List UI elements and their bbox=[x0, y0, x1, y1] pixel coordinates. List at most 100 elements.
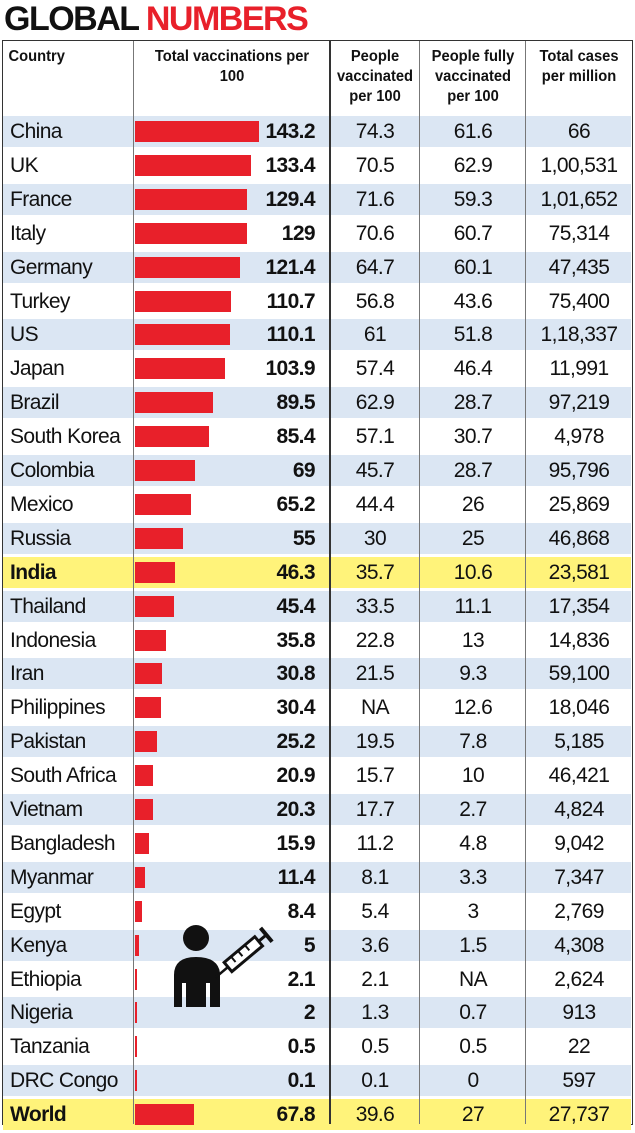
fully-vaccinated-value: 0.7 bbox=[459, 1001, 487, 1025]
country-name: Tanzania bbox=[10, 1035, 90, 1059]
total-vaccinations-value: 129 bbox=[281, 221, 316, 245]
people-vaccinated-value: 2.1 bbox=[361, 967, 389, 991]
table-row: South Africa 20.9 15.7 10 46,421 bbox=[3, 760, 631, 791]
country-name: Indonesia bbox=[10, 628, 96, 652]
fully-vaccinated-value: 59.3 bbox=[453, 187, 493, 211]
people-vaccinated-value: NA bbox=[361, 696, 390, 720]
total-vaccinations-bar bbox=[135, 324, 231, 346]
people-vaccinated-value: 1.3 bbox=[361, 1001, 389, 1025]
people-vaccinated-value: 17.7 bbox=[355, 798, 395, 821]
table-row: World 67.8 39.6 27 27,737 bbox=[3, 1099, 631, 1131]
country-name: Ethiopia bbox=[10, 967, 82, 991]
country-name: Philippines bbox=[10, 696, 106, 720]
total-vaccinations-bar bbox=[135, 121, 259, 142]
total-cases-value: 22 bbox=[567, 1035, 591, 1059]
total-cases-value: 597 bbox=[562, 1069, 596, 1093]
total-vaccinations-bar bbox=[135, 460, 195, 481]
total-vaccinations-bar bbox=[135, 392, 213, 414]
total-cases-value: 66 bbox=[567, 120, 591, 143]
people-vaccinated-value: 0.5 bbox=[361, 1035, 389, 1059]
table-row: Italy 129 70.6 60.7 75,314 bbox=[3, 218, 631, 249]
table-row: Colombia 69 45.7 28.7 95,796 bbox=[3, 455, 631, 486]
total-vaccinations-bar bbox=[135, 426, 209, 448]
fully-vaccinated-value: 10 bbox=[461, 764, 485, 788]
people-vaccinated-value: 19.5 bbox=[355, 730, 395, 754]
table-row: Vietnam 20.3 17.7 2.7 4,824 bbox=[3, 794, 631, 825]
total-cases-value: 14,836 bbox=[548, 628, 610, 652]
people-vaccinated-value: 33.5 bbox=[355, 594, 395, 618]
country-name: Russia bbox=[10, 526, 71, 550]
people-vaccinated-value: 0.1 bbox=[361, 1069, 389, 1093]
table-row: UK 133.4 70.5 62.9 1,00,531 bbox=[3, 150, 631, 181]
total-vaccinations-value: 35.8 bbox=[276, 628, 316, 652]
total-vaccinations-bar bbox=[135, 663, 162, 685]
people-vaccinated-value: 57.4 bbox=[355, 357, 395, 381]
column-divider bbox=[525, 41, 526, 1124]
header-country: Country bbox=[8, 48, 65, 65]
total-vaccinations-bar bbox=[135, 629, 166, 651]
total-cases-value: 2,624 bbox=[554, 967, 604, 991]
total-vaccinations-bar bbox=[135, 1104, 194, 1126]
fully-vaccinated-value: 30.7 bbox=[453, 425, 493, 449]
total-cases-value: 25,869 bbox=[548, 492, 610, 516]
fully-vaccinated-value: 27 bbox=[461, 1103, 485, 1127]
header-total-cases: Total cases per million bbox=[539, 48, 619, 85]
table-row: South Korea 85.4 57.1 30.7 4,978 bbox=[3, 421, 631, 452]
total-vaccinations-value: 30.4 bbox=[276, 696, 316, 720]
total-vaccinations-value: 20.9 bbox=[276, 764, 316, 788]
fully-vaccinated-value: 26 bbox=[461, 492, 485, 516]
country-name: UK bbox=[10, 153, 39, 177]
total-cases-value: 4,824 bbox=[554, 798, 604, 821]
total-cases-value: 27,737 bbox=[548, 1103, 610, 1127]
total-vaccinations-bar bbox=[135, 731, 157, 753]
country-name: Kenya bbox=[10, 933, 67, 957]
table-row: Turkey 110.7 56.8 43.6 75,400 bbox=[3, 286, 631, 317]
people-vaccinated-value: 39.6 bbox=[355, 1103, 395, 1127]
total-vaccinations-value: 55 bbox=[292, 526, 316, 550]
people-vaccinated-value: 44.4 bbox=[355, 492, 395, 516]
header-total-vaccinations: Total vaccinations per 100 bbox=[154, 48, 310, 85]
country-name: Colombia bbox=[10, 459, 95, 482]
people-vaccinated-value: 64.7 bbox=[355, 255, 395, 279]
total-vaccinations-value: 5 bbox=[303, 933, 316, 957]
fully-vaccinated-value: 46.4 bbox=[453, 357, 493, 381]
country-name: Nigeria bbox=[10, 1001, 73, 1025]
table-row: Mexico 65.2 44.4 26 25,869 bbox=[3, 489, 631, 520]
fully-vaccinated-value: 1.5 bbox=[459, 933, 487, 957]
table-row: Germany 121.4 64.7 60.1 47,435 bbox=[3, 251, 631, 283]
total-vaccinations-value: 69 bbox=[292, 459, 316, 482]
total-vaccinations-bar bbox=[135, 1070, 137, 1092]
total-cases-value: 75,314 bbox=[548, 221, 610, 245]
country-name: India bbox=[10, 560, 57, 584]
total-vaccinations-value: 65.2 bbox=[276, 492, 316, 516]
total-cases-value: 7,347 bbox=[554, 865, 604, 889]
people-vaccinated-value: 5.4 bbox=[361, 899, 389, 923]
fully-vaccinated-value: 28.7 bbox=[453, 459, 493, 482]
total-vaccinations-bar bbox=[135, 900, 143, 922]
person-vaccine-syringe-icon bbox=[174, 925, 274, 1007]
fully-vaccinated-value: 62.9 bbox=[453, 153, 493, 177]
country-name: Turkey bbox=[10, 289, 70, 313]
total-vaccinations-bar bbox=[135, 934, 140, 956]
country-name: Germany bbox=[10, 255, 93, 279]
total-vaccinations-value: 67.8 bbox=[276, 1103, 316, 1127]
fully-vaccinated-value: 51.8 bbox=[453, 323, 493, 347]
total-vaccinations-bar bbox=[135, 866, 145, 888]
header-fully-vaccinated: People fully vaccinated per 100 bbox=[431, 48, 515, 105]
total-cases-value: 1,01,652 bbox=[540, 187, 619, 211]
vaccination-table: Country Total vaccinations per 100 Peopl… bbox=[2, 40, 633, 1131]
total-vaccinations-value: 129.4 bbox=[265, 187, 315, 211]
country-name: France bbox=[10, 187, 72, 211]
total-cases-value: 2,769 bbox=[554, 899, 604, 923]
table-row: Bangladesh 15.9 11.2 4.8 9,042 bbox=[3, 828, 631, 859]
fully-vaccinated-value: 10.6 bbox=[453, 560, 493, 584]
table-row: China 143.2 74.3 61.6 66 bbox=[3, 116, 631, 147]
table-row: Thailand 45.4 33.5 11.1 17,354 bbox=[3, 590, 631, 622]
total-vaccinations-value: 85.4 bbox=[276, 425, 316, 449]
country-name: Myanmar bbox=[10, 865, 94, 889]
total-vaccinations-value: 8.4 bbox=[287, 899, 316, 923]
total-vaccinations-value: 110.1 bbox=[266, 323, 316, 347]
people-vaccinated-value: 56.8 bbox=[355, 289, 395, 313]
people-vaccinated-value: 74.3 bbox=[355, 120, 395, 143]
country-name: Egypt bbox=[10, 899, 61, 923]
